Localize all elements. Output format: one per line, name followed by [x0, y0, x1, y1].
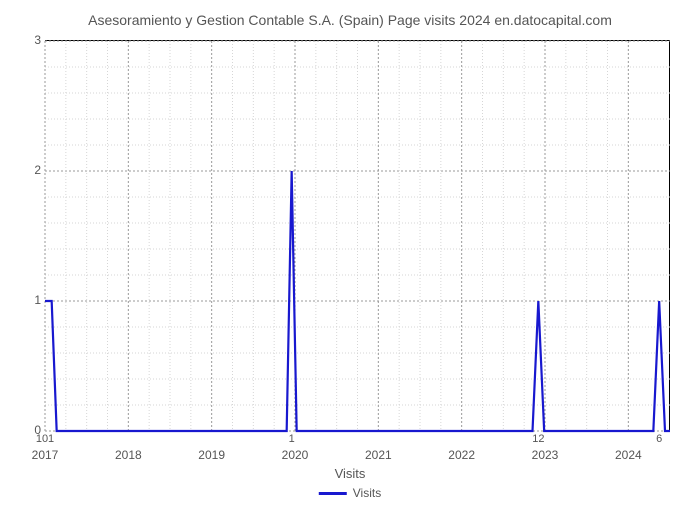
x-tick-label: 2023 — [532, 448, 559, 462]
x-tick-label: 2018 — [115, 448, 142, 462]
x-tick-label: 2022 — [448, 448, 475, 462]
data-point-label: 6 — [656, 433, 662, 445]
data-point-label: 101 — [36, 433, 54, 445]
legend-label: Visits — [353, 486, 381, 500]
y-tick-label: 1 — [23, 293, 41, 307]
chart-title: Asesoramiento y Gestion Contable S.A. (S… — [0, 12, 700, 28]
x-tick-label: 2021 — [365, 448, 392, 462]
data-line — [45, 41, 670, 431]
data-point-label: 1 — [289, 433, 295, 445]
legend: Visits — [319, 486, 381, 500]
visits-chart: Asesoramiento y Gestion Contable S.A. (S… — [0, 10, 700, 510]
plot-area — [45, 40, 670, 430]
data-point-label: 12 — [532, 433, 544, 445]
x-axis-title: Visits — [335, 466, 366, 481]
x-tick-label: 2019 — [198, 448, 225, 462]
x-tick-label: 2024 — [615, 448, 642, 462]
y-tick-label: 3 — [23, 33, 41, 47]
y-tick-label: 2 — [23, 163, 41, 177]
legend-swatch — [319, 492, 347, 495]
x-tick-label: 2017 — [32, 448, 59, 462]
x-tick-label: 2020 — [282, 448, 309, 462]
